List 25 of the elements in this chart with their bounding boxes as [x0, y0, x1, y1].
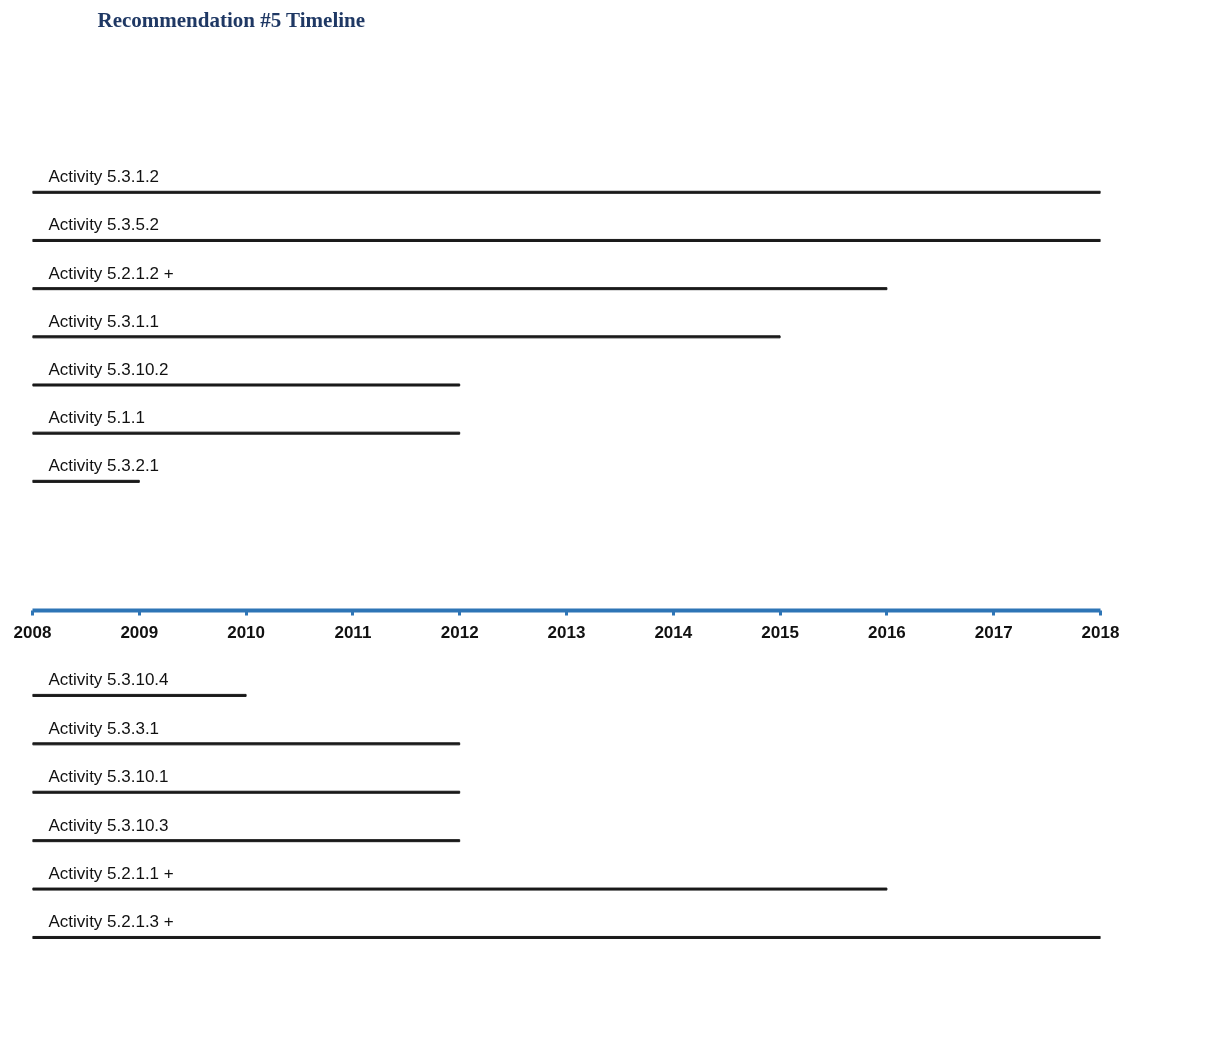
- chart-title: Recommendation #5 Timeline: [97, 7, 366, 32]
- y-tick-label: Activity 5.3.10.3: [48, 815, 169, 835]
- y-tick-label: Activity 5.3.5.2: [48, 215, 160, 235]
- y-tick-label: Activity 5.2.1.3 +: [48, 912, 174, 932]
- y-tick-label: Activity 5.3.10.1: [48, 767, 169, 787]
- x-tick-label: 2018: [1081, 622, 1120, 642]
- x-tick-label: 2010: [227, 622, 266, 642]
- x-tick-label: 2008: [13, 622, 52, 642]
- x-tick-label: 2015: [761, 622, 800, 642]
- y-tick-label: Activity 5.3.10.2: [48, 359, 169, 379]
- x-tick-label: 2009: [120, 622, 159, 642]
- y-tick-label: Activity 5.3.3.1: [48, 718, 160, 738]
- y-tick-label: Activity 5.2.1.1 +: [48, 863, 174, 883]
- y-tick-label: Activity 5.3.2.1: [48, 456, 160, 476]
- y-tick-label: Activity 5.3.1.1: [48, 311, 160, 331]
- x-tick-label: 2017: [974, 622, 1013, 642]
- y-tick-label: Activity 5.1.1: [48, 408, 145, 428]
- y-tick-label: Activity 5.3.10.4: [48, 670, 169, 690]
- x-tick-label: 2016: [867, 622, 906, 642]
- y-tick-label: Activity 5.2.1.2 +: [48, 263, 174, 283]
- x-tick-label: 2014: [654, 622, 693, 642]
- x-tick-label: 2012: [440, 622, 479, 642]
- y-tick-label: Activity 5.3.1.2: [48, 167, 160, 187]
- x-tick-label: 2013: [547, 622, 586, 642]
- x-tick-label: 2011: [334, 622, 372, 642]
